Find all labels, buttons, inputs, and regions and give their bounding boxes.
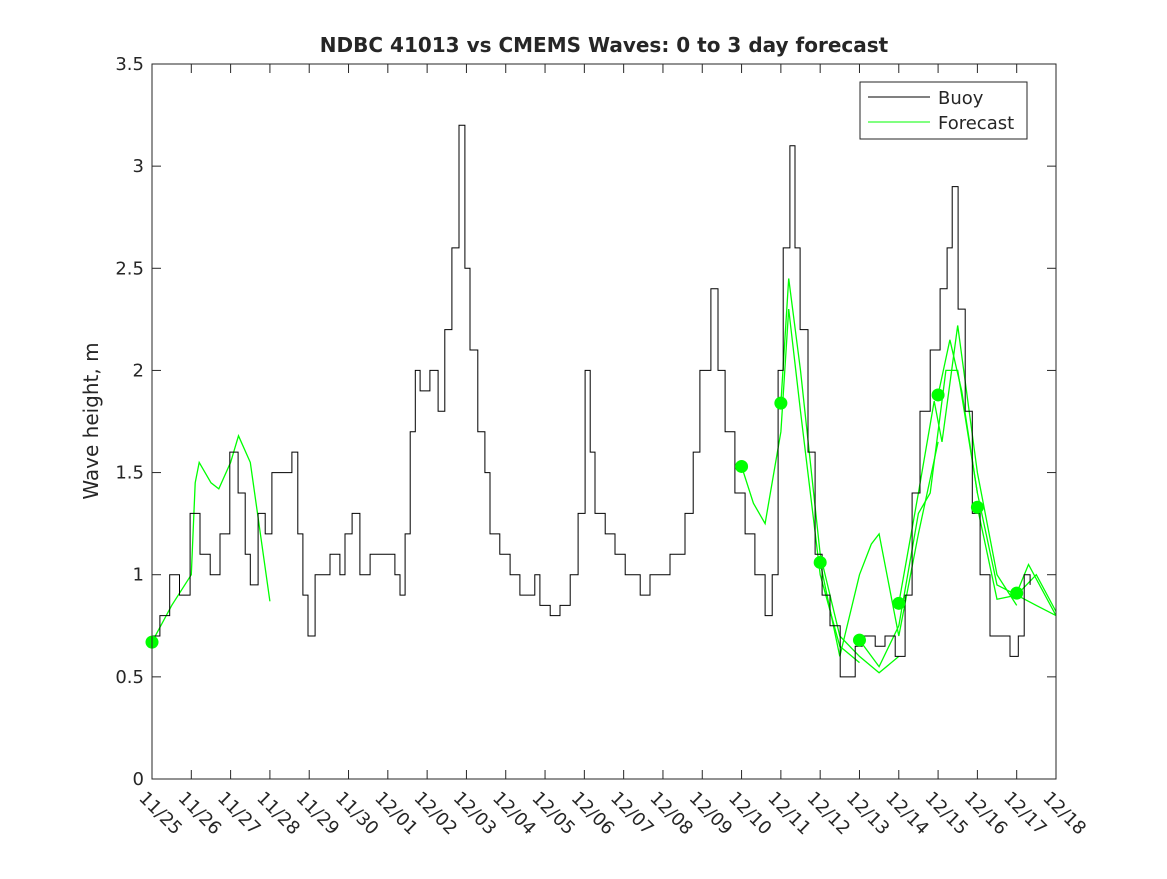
x-tick-label: 12/13 xyxy=(842,788,894,840)
forecast-line-2 xyxy=(780,278,900,674)
x-tick-label: 12/01 xyxy=(370,788,422,840)
y-tick-label: 2 xyxy=(133,360,144,381)
forecast-start-marker xyxy=(735,459,749,473)
x-tick-label: 11/30 xyxy=(331,788,383,840)
forecast-start-marker xyxy=(1010,586,1024,600)
x-tick-label: 12/03 xyxy=(449,788,501,840)
x-tick-label: 12/06 xyxy=(567,788,619,840)
y-tick-label: 3.5 xyxy=(115,54,144,75)
chart-title: NDBC 41013 vs CMEMS Waves: 0 to 3 day fo… xyxy=(320,33,889,57)
forecast-line-0 xyxy=(151,433,271,643)
x-tick-label: 12/12 xyxy=(803,788,855,840)
x-tick-label: 12/11 xyxy=(763,788,815,840)
x-tick-label: 11/29 xyxy=(292,788,344,840)
forecast-line-8 xyxy=(1016,562,1057,616)
y-tick-label: 2.5 xyxy=(115,258,144,279)
x-tick-label: 12/05 xyxy=(528,788,580,840)
x-tick-label: 12/10 xyxy=(724,788,776,840)
x-tick-label: 12/02 xyxy=(410,788,462,840)
forecast-line-4 xyxy=(858,369,979,668)
x-tick-label: 11/28 xyxy=(252,788,304,840)
forecast-start-marker xyxy=(774,396,788,410)
forecast-line-5 xyxy=(898,325,1018,606)
axes-box xyxy=(151,63,1057,780)
forecast-start-marker xyxy=(931,388,945,402)
x-tick-label: 12/15 xyxy=(921,788,973,840)
legend-box xyxy=(859,81,1028,140)
legend-forecast-label: Forecast xyxy=(938,113,1014,134)
forecast-start-marker xyxy=(813,555,827,569)
x-tick-label: 12/17 xyxy=(999,788,1051,840)
forecast-start-marker xyxy=(852,633,866,647)
y-tick-label: 1.5 xyxy=(115,463,144,484)
buoy-line xyxy=(152,124,1031,678)
x-tick-label: 11/27 xyxy=(213,788,265,840)
forecast-start-marker xyxy=(892,596,906,610)
plot-area xyxy=(145,124,1057,678)
x-tick-label: 12/07 xyxy=(606,788,658,840)
y-tick-label: 0 xyxy=(133,769,144,790)
x-tick-label: 12/14 xyxy=(881,788,933,840)
forecast-line-6 xyxy=(937,339,1057,617)
x-tick-label: 12/08 xyxy=(645,788,697,840)
y-tick-label: 1 xyxy=(133,565,144,586)
forecast-line-1 xyxy=(740,309,860,664)
x-tick-label: 11/26 xyxy=(174,788,226,840)
y-tick-label: 3 xyxy=(133,156,144,177)
y-axis-label: Wave height, m xyxy=(79,342,103,499)
x-axis: 11/2511/2611/2711/2811/2911/3012/0112/02… xyxy=(134,64,1090,839)
legend: Buoy Forecast xyxy=(859,81,1028,140)
y-tick-label: 0.5 xyxy=(115,667,144,688)
legend-buoy-label: Buoy xyxy=(938,88,984,109)
x-tick-label: 12/16 xyxy=(960,788,1012,840)
x-tick-label: 11/25 xyxy=(134,788,186,840)
x-tick-label: 12/09 xyxy=(685,788,737,840)
x-tick-label: 12/18 xyxy=(1038,788,1090,840)
forecast-start-marker xyxy=(970,500,984,514)
y-axis: 0 0.5 1 1.5 2 2.5 3 3.5 xyxy=(115,54,1056,790)
x-tick-label: 12/04 xyxy=(488,788,540,840)
